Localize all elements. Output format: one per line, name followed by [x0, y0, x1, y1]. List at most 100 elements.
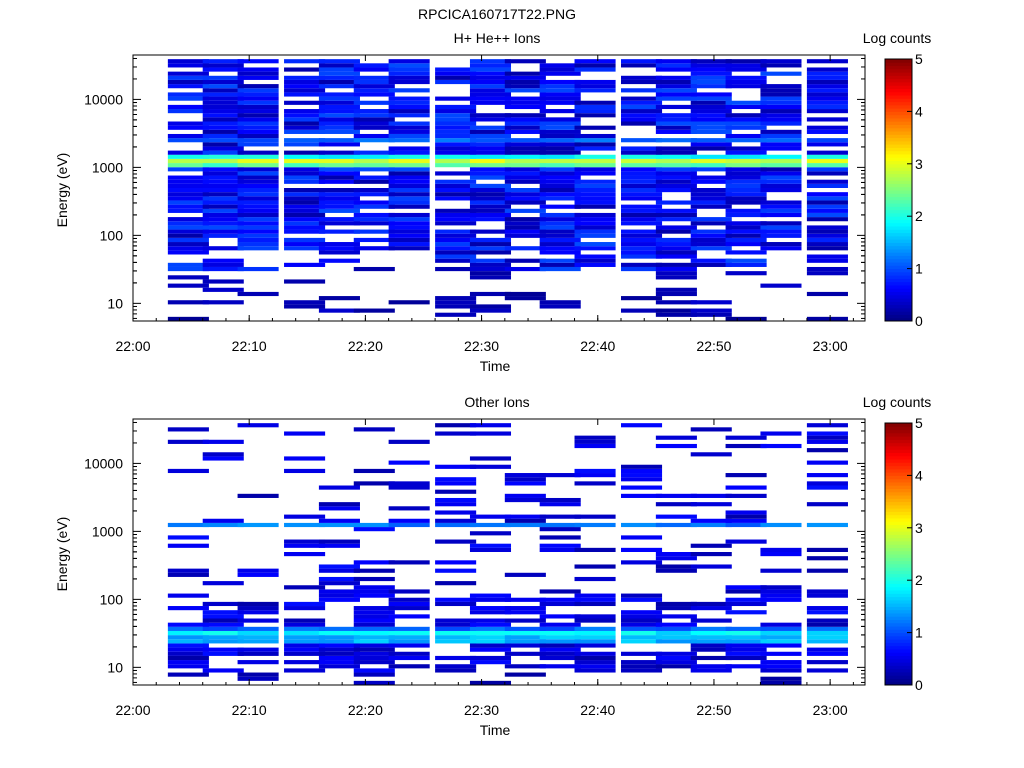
colorbar-segment: [885, 632, 912, 637]
heatmap-cell: [655, 75, 697, 80]
colorbar-segment: [885, 462, 912, 467]
heatmap-cell: [760, 283, 802, 288]
heatmap-cell: [167, 468, 209, 474]
heatmap-cell: [202, 279, 244, 284]
heatmap-cell: [504, 497, 546, 503]
colorbar-segment: [885, 439, 912, 444]
heatmap-cell: [655, 655, 697, 661]
heatmap-cell: [504, 651, 546, 656]
heatmap-cell: [435, 497, 477, 503]
x-tick-label: 23:00: [813, 702, 848, 718]
heatmap-cell: [469, 431, 512, 436]
heatmap-cell: [760, 212, 802, 218]
heatmap-cell: [469, 208, 512, 213]
heatmap-cell: [284, 75, 326, 80]
heatmap-cell: [621, 75, 663, 80]
heatmap-cell: [469, 531, 512, 536]
heatmap-cell: [621, 242, 663, 247]
heatmap-cell: [167, 246, 209, 251]
heatmap-cell: [621, 158, 663, 164]
heatmap-cell: [574, 125, 616, 130]
heatmap-cell: [621, 664, 663, 669]
heatmap-cell: [237, 100, 279, 105]
heatmap-cell: [725, 435, 767, 440]
heatmap-cell: [202, 618, 244, 623]
heatmap-cell: [167, 606, 209, 611]
heatmap-cell: [237, 568, 279, 573]
heatmap-cell: [284, 171, 326, 176]
heatmap-cell: [202, 522, 244, 528]
heatmap-cell: [806, 271, 848, 276]
y-tick-label: 10: [107, 295, 123, 311]
heatmap-cell: [655, 129, 697, 134]
heatmap-cell: [504, 146, 546, 151]
heatmap-cell: [469, 92, 512, 97]
heatmap-cell: [655, 113, 697, 118]
colorbar-segment: [885, 163, 912, 168]
heatmap-cell: [284, 237, 326, 243]
heatmap-cell: [504, 158, 546, 164]
heatmap-cell: [388, 439, 430, 444]
heatmap-cell: [469, 63, 512, 68]
heatmap-cell: [435, 581, 477, 586]
heatmap-cell: [388, 59, 430, 64]
heatmap-cell: [353, 568, 395, 573]
heatmap-cell: [469, 183, 512, 188]
heatmap-cell: [621, 192, 663, 197]
colorbar-segment: [885, 514, 912, 519]
heatmap-cell: [690, 312, 732, 317]
colorbar-segment: [885, 554, 912, 558]
heatmap-cell: [539, 630, 581, 636]
heatmap-cell: [318, 196, 360, 201]
heatmap-cell: [353, 308, 395, 313]
heatmap-cell: [621, 229, 663, 234]
colorbar-segment: [885, 622, 912, 627]
heatmap-cell: [318, 104, 360, 110]
heatmap-cell: [435, 217, 477, 222]
heatmap-cell: [806, 204, 848, 209]
heatmap-cell: [574, 262, 616, 267]
heatmap-cell: [284, 138, 326, 143]
heatmap-cell: [435, 601, 477, 607]
heatmap-cell: [655, 92, 697, 97]
heatmap-cell: [806, 647, 848, 652]
heatmap-cell: [621, 59, 663, 64]
heatmap-cell: [469, 200, 512, 205]
heatmap-cell: [318, 117, 360, 122]
heatmap-cell: [202, 246, 244, 251]
heatmap-cell: [655, 514, 697, 519]
colorbar-segment: [885, 307, 912, 312]
heatmap-cell: [574, 258, 616, 263]
heatmap-cell: [725, 630, 767, 636]
heatmap-cell: [504, 233, 546, 238]
heatmap-cell: [690, 179, 732, 184]
heatmap-cell: [574, 668, 616, 673]
heatmap-cell: [725, 514, 767, 519]
heatmap-cell: [690, 300, 732, 305]
heatmap-cell: [655, 250, 697, 255]
heatmap-cell: [760, 59, 802, 64]
heatmap-cell: [469, 680, 512, 685]
colorbar-segment: [885, 563, 912, 568]
heatmap-cell: [388, 171, 430, 176]
heatmap-cell: [388, 229, 430, 234]
heatmap-cell: [655, 291, 697, 297]
heatmap-cell: [574, 626, 616, 631]
heatmap-cell: [806, 104, 848, 110]
heatmap-cell: [388, 460, 430, 465]
heatmap-cell: [621, 121, 663, 126]
colorbar-segment: [885, 95, 912, 99]
heatmap-cell: [504, 493, 546, 498]
heatmap-cell: [202, 518, 244, 523]
colorbar-segment: [885, 426, 912, 431]
heatmap-cell: [167, 96, 209, 101]
heatmap-cell: [237, 158, 279, 164]
x-tick-label: 22:10: [232, 338, 267, 354]
heatmap-cell: [574, 593, 616, 598]
heatmap-cell: [284, 585, 326, 590]
colorbar-tick-label: 1: [915, 261, 923, 277]
heatmap-cell: [690, 630, 732, 636]
heatmap-cell: [760, 522, 802, 528]
heatmap-cell: [167, 188, 209, 193]
heatmap-cell: [574, 225, 616, 230]
